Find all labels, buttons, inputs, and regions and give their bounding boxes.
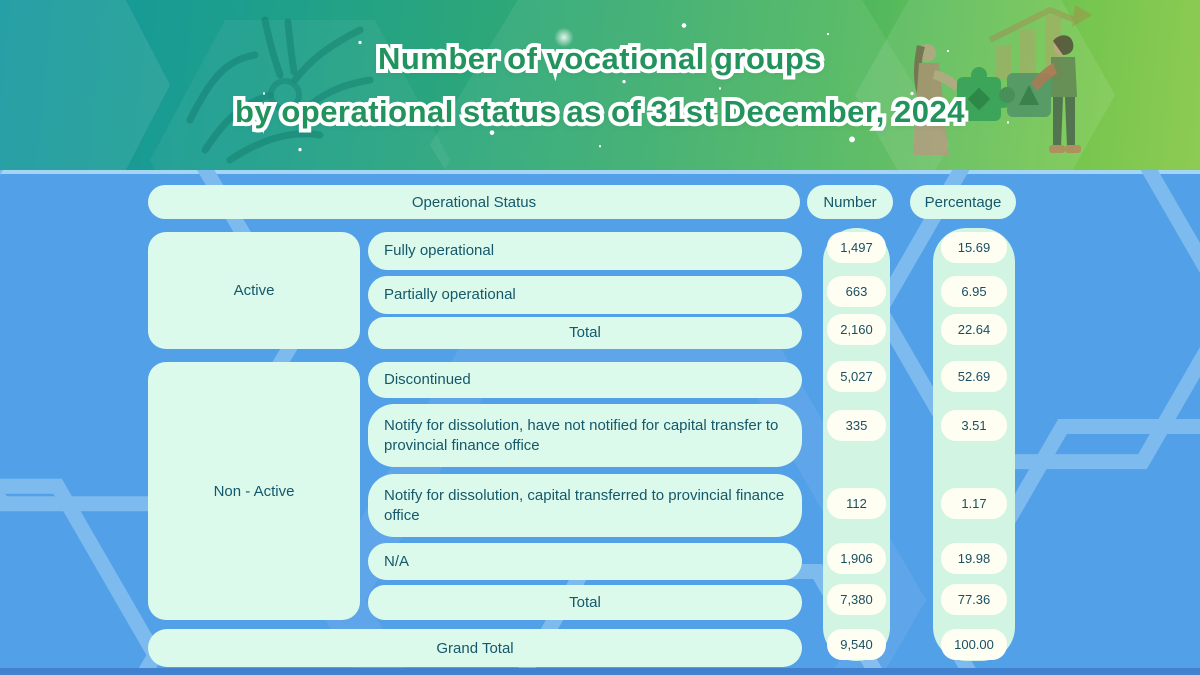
- table-row-fully-operational: Fully operational: [368, 232, 802, 270]
- percentage-value-notify-capital-transferred: 1.17: [941, 488, 1007, 519]
- page-title-line-2-text: by operational status as of 31st Decembe…: [235, 94, 965, 129]
- percentage-value-partially-operational: 6.95: [941, 276, 1007, 307]
- header-banner: Number of vocational groups Number of vo…: [0, 0, 1200, 170]
- percentage-value-non-active-total: 77.36: [941, 584, 1007, 615]
- number-value-notify-capital-transferred: 112: [827, 488, 886, 519]
- number-value-grand-total: 9,540: [827, 629, 886, 660]
- section-label-non-active: Non - Active: [148, 362, 360, 620]
- number-value-notify-no-capital-transfer: 335: [827, 410, 886, 441]
- number-value-fully-operational: 1,497: [827, 232, 886, 263]
- percentage-value-grand-total: 100.00: [941, 629, 1007, 660]
- percentage-value-discontinued: 52.69: [941, 361, 1007, 392]
- page-title-line-2: by operational status as of 31st Decembe…: [0, 85, 1200, 138]
- number-value-na: 1,906: [827, 543, 886, 574]
- section-label-active: Active: [148, 232, 360, 349]
- percentage-value-na: 19.98: [941, 543, 1007, 574]
- page-title-line-2-outline: by operational status as of 31st Decembe…: [231, 90, 968, 133]
- number-value-discontinued: 5,027: [827, 361, 886, 392]
- table-row-non-active-total: Total: [368, 585, 802, 620]
- hexagon-outline: [936, 419, 1200, 675]
- number-value-non-active-total: 7,380: [827, 584, 886, 615]
- number-value-active-total: 2,160: [827, 314, 886, 345]
- table-row-na: N/A: [368, 543, 802, 580]
- page-title: Number of vocational groups Number of vo…: [0, 32, 1200, 138]
- table-row-notify-no-capital-transfer: Notify for dissolution, have not notifie…: [368, 404, 802, 467]
- section-label-active-text: Active: [233, 282, 275, 299]
- column-header-number: Number: [807, 185, 893, 219]
- table-row-notify-capital-transferred: Notify for dissolution, capital transfer…: [368, 474, 802, 537]
- percentage-value-notify-no-capital-transfer: 3.51: [941, 410, 1007, 441]
- page-title-line-1-outline: Number of vocational groups: [374, 37, 826, 80]
- percentage-value-active-total: 22.64: [941, 314, 1007, 345]
- bottom-accent-bar: [0, 668, 1200, 675]
- column-header-percentage: Percentage: [910, 185, 1016, 219]
- page-title-line-1-text: Number of vocational groups: [377, 41, 823, 76]
- hexagon-outline: [0, 478, 164, 675]
- table-row-grand-total: Grand Total: [148, 629, 802, 667]
- number-value-partially-operational: 663: [827, 276, 886, 307]
- hexagon-outline-faint: [314, 335, 926, 675]
- table-row-discontinued: Discontinued: [368, 362, 802, 398]
- column-header-operational-status: Operational Status: [148, 185, 800, 219]
- page-title-line-1: Number of vocational groups Number of vo…: [0, 32, 1200, 85]
- table-row-active-total: Total: [368, 317, 802, 349]
- table-row-partially-operational: Partially operational: [368, 276, 802, 314]
- sparkles-decoration: [0, 0, 1200, 170]
- header-body-divider: [0, 170, 1200, 174]
- percentage-value-fully-operational: 15.69: [941, 232, 1007, 263]
- section-label-non-active-text: Non - Active: [213, 482, 295, 500]
